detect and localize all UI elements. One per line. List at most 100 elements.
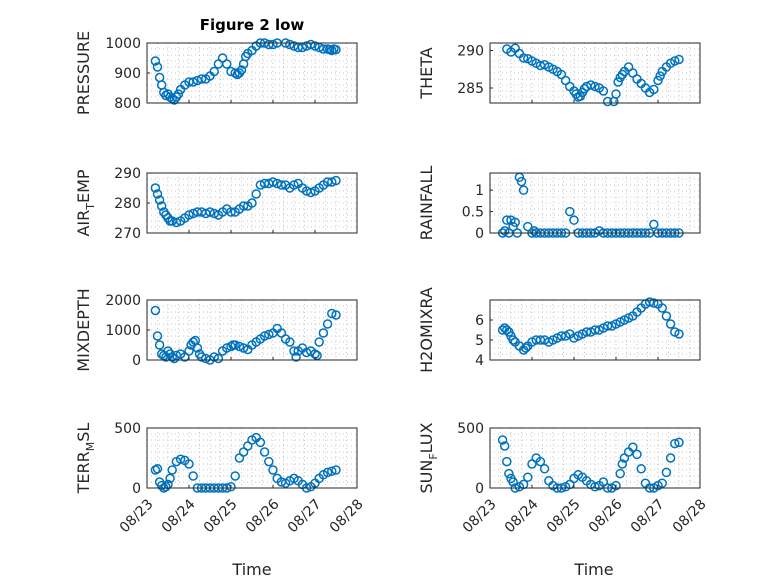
data-point: [264, 329, 274, 340]
data-point: [264, 456, 274, 467]
data-point: [636, 464, 646, 474]
data-point: [523, 221, 533, 232]
x-tick-label: 08/26: [243, 496, 283, 536]
data-point: [611, 89, 621, 99]
data-point: [285, 337, 295, 347]
y-tick-label: 0.5: [462, 205, 484, 221]
x-axis-label-left: Time: [231, 560, 271, 579]
data-point: [649, 84, 659, 95]
y-tick-label: 4: [475, 353, 484, 369]
data-point: [497, 435, 508, 445]
data-point: [617, 459, 628, 469]
data-point: [230, 471, 240, 481]
axes-box: [489, 427, 701, 489]
subplot-sun-flux: 0 500 SUNFLUX 08/23 08/24 08/25 08/26 08/27 08/2…: [417, 421, 710, 536]
data-point: [154, 195, 165, 205]
data-point: [165, 473, 175, 484]
data-point: [209, 66, 219, 77]
y-axis-label: TERRMSL: [74, 423, 97, 495]
y-tick-label: 0: [132, 481, 141, 497]
data-point: [171, 217, 182, 228]
data-point: [665, 319, 676, 329]
data-point: [520, 343, 531, 353]
data-point: [322, 467, 333, 478]
subplot-theta: 285 290 THETA: [417, 42, 701, 107]
y-tick-label: 900: [114, 66, 141, 82]
data-point: [649, 298, 659, 308]
y-tick-label: 6: [475, 313, 484, 329]
data-point: [657, 478, 667, 488]
data-point: [565, 206, 575, 217]
data-point: [156, 480, 167, 491]
data-point: [291, 352, 301, 362]
x-tick-label: 08/28: [327, 496, 367, 536]
data-point: [236, 65, 247, 75]
data-point: [222, 59, 232, 69]
data-point: [331, 310, 341, 320]
data-point: [289, 180, 299, 190]
y-tick-label: 500: [457, 421, 484, 437]
axes-box: [489, 172, 701, 234]
data-point: [184, 346, 194, 356]
data-point: [238, 343, 249, 353]
data-point: [661, 467, 672, 478]
data-point: [167, 465, 177, 475]
data-point: [255, 437, 266, 448]
data-point: [152, 331, 163, 341]
y-tick-label: 1: [475, 183, 484, 199]
data-point: [611, 480, 621, 491]
data-point: [196, 352, 207, 362]
x-tick-label: 08/26: [586, 496, 626, 536]
y-tick-label: 285: [457, 81, 484, 97]
data-point: [152, 62, 163, 72]
data-point: [674, 329, 684, 339]
data-point: [226, 207, 236, 217]
data-point: [276, 180, 287, 190]
data-point: [653, 75, 663, 86]
subplot-h2omixra: 4 5 6 H2OMIXRA: [417, 287, 701, 373]
data-point: [285, 39, 295, 50]
data-point: [209, 352, 219, 362]
data-point: [615, 468, 625, 479]
data-point: [150, 56, 161, 66]
data-point: [150, 183, 161, 193]
data-point: [268, 39, 278, 50]
data-point: [674, 437, 684, 448]
x-tick-label: 08/27: [285, 496, 325, 536]
data-point: [173, 89, 184, 99]
y-axis-label: SUNFLUX: [417, 422, 440, 493]
y-tick-label: 2000: [105, 293, 141, 309]
data-point: [569, 215, 579, 225]
data-point: [310, 41, 320, 51]
data-point: [268, 177, 278, 187]
subplot-pressure: 800 900 1000 PRESSURE: [74, 31, 358, 115]
data-point: [306, 39, 316, 50]
data-point: [268, 465, 278, 475]
data-point: [314, 337, 324, 347]
data-point: [331, 175, 341, 186]
y-tick-label: 290: [114, 166, 141, 182]
data-point: [518, 53, 529, 63]
data-point: [670, 56, 680, 66]
subplot-terr-msl: 0 500 TERRMSL 08/23 08/24 08/25 08/26 08/27 08/2…: [74, 421, 367, 536]
subplot-air-temp: 270 280 290 AIRTEMP: [74, 166, 358, 242]
figure-title: Figure 2 low: [200, 16, 305, 34]
y-tick-label: 0: [475, 481, 484, 497]
data-point: [205, 207, 215, 217]
data-point: [661, 311, 672, 321]
data-point: [586, 80, 596, 90]
data-point: [327, 45, 337, 56]
data-point: [150, 305, 161, 316]
data-point: [516, 176, 527, 187]
data-point: [251, 189, 261, 199]
data-point: [535, 456, 546, 467]
y-tick-label: 500: [114, 421, 141, 437]
data-point: [674, 54, 684, 65]
y-tick-label: 5: [475, 333, 484, 349]
x-tick-label: 08/27: [628, 496, 668, 536]
y-tick-label: 800: [114, 96, 141, 112]
y-tick-label: 290: [457, 44, 484, 60]
data-point: [184, 459, 194, 469]
data-point: [259, 447, 270, 457]
